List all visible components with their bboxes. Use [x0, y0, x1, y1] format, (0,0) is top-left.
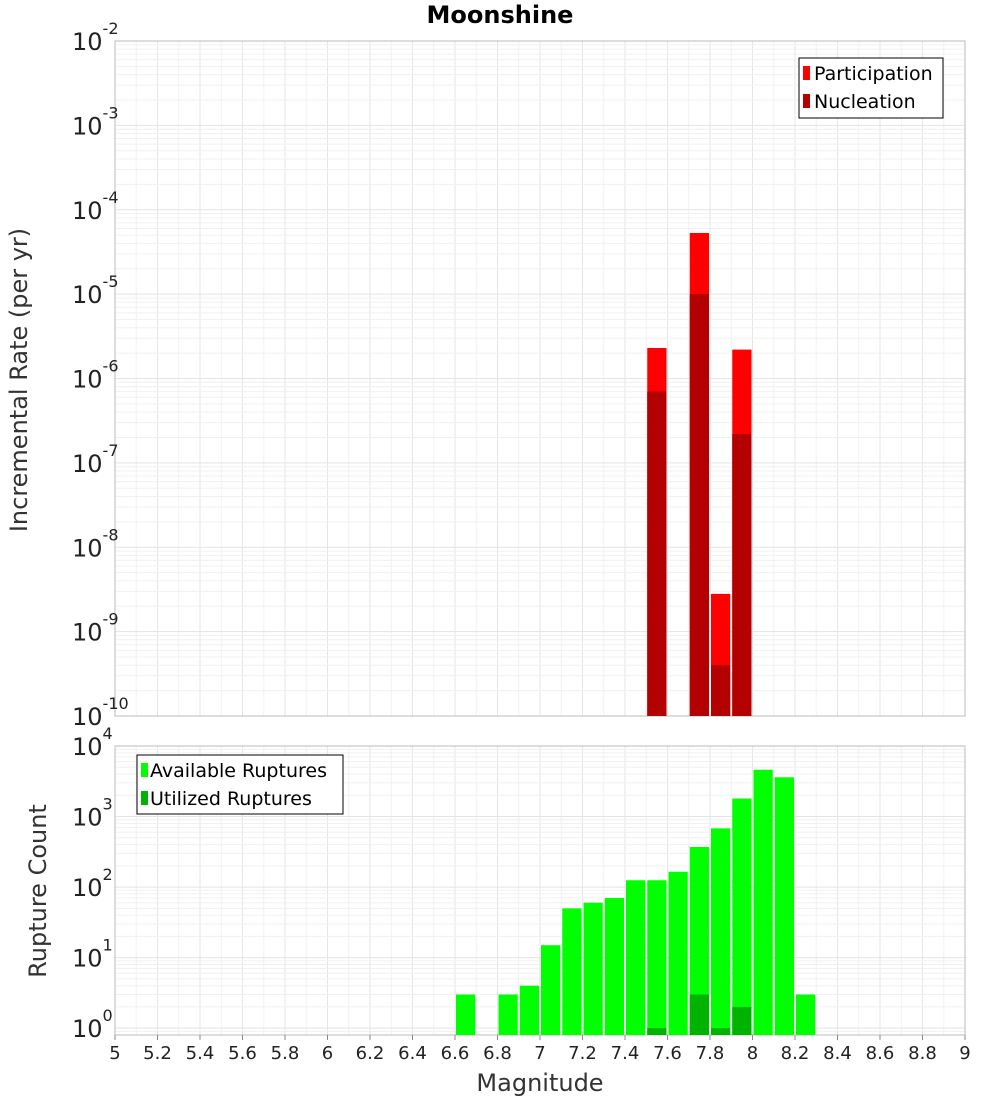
nucleation-bar [647, 391, 667, 716]
rate-y-tick-label: 10-4 [72, 188, 119, 225]
x-tick-label: 6.6 [441, 1043, 470, 1064]
available-ruptures-bar [668, 871, 688, 1035]
utilized-ruptures-bar [647, 1028, 667, 1035]
rate-legend-box [798, 57, 944, 119]
nucleation-bar [732, 433, 752, 716]
available-ruptures-bar [689, 847, 709, 1035]
count-bars [456, 769, 816, 1035]
available-ruptures-bar [774, 777, 794, 1035]
count-y-tick-label: 103 [72, 795, 113, 832]
nucleation-swatch [803, 94, 810, 108]
available-ruptures-bar [562, 908, 582, 1035]
rate-y-tick-label: 10-6 [72, 357, 119, 394]
rate-y-tick-label: 10-8 [72, 525, 119, 562]
count-y-axis-label: Rupture Count [24, 804, 52, 978]
x-tick-label: 9 [959, 1043, 970, 1064]
participation-swatch [803, 66, 810, 80]
utilized-ruptures-bar [732, 1006, 752, 1035]
available-ruptures-swatch [141, 763, 148, 777]
utilized-ruptures-bar [711, 1028, 731, 1035]
nucleation-legend-label: Nucleation [814, 91, 916, 113]
magnitude-x-axis-label: Magnitude [476, 1069, 603, 1097]
x-tick-label: 8 [747, 1043, 758, 1064]
available-ruptures-bar [647, 880, 667, 1035]
available-ruptures-bar [711, 828, 731, 1035]
participation-legend-label: Participation [814, 63, 933, 85]
rate-grid [114, 40, 966, 717]
available-ruptures-bar [541, 945, 561, 1035]
rate-legend: Participation Nucleation [798, 57, 944, 119]
available-ruptures-legend-label: Available Ruptures [150, 760, 327, 782]
x-tick-label: 8.4 [823, 1043, 852, 1064]
available-ruptures-bar [456, 994, 476, 1035]
count-legend: Available Ruptures Utilized Ruptures [136, 754, 344, 815]
utilized-ruptures-swatch [141, 791, 148, 805]
available-ruptures-bar [583, 902, 603, 1035]
x-tick-label: 7.2 [568, 1043, 597, 1064]
rate-y-tick-label: 10-10 [72, 694, 129, 731]
x-tick-label: 5 [109, 1043, 120, 1064]
x-tick-label: 6.8 [483, 1043, 512, 1064]
x-tick-label: 5.2 [143, 1043, 172, 1064]
count-legend-box [136, 754, 344, 815]
rate-y-tick-label: 10-7 [72, 441, 119, 478]
x-tick-label: 8.8 [908, 1043, 937, 1064]
rate-y-tick-label: 10-2 [72, 19, 119, 56]
x-tick-label: 6 [322, 1043, 333, 1064]
available-ruptures-bar [626, 880, 646, 1035]
rate-y-tick-label: 10-9 [72, 610, 119, 647]
available-ruptures-bar [732, 798, 752, 1035]
available-ruptures-bar [604, 898, 624, 1035]
x-tick-label: 5.4 [186, 1043, 215, 1064]
rate-y-tick-label: 10-5 [72, 272, 119, 309]
rate-y-tick-label: 10-3 [72, 103, 119, 140]
nucleation-bar [689, 294, 709, 716]
rate-y-axis-label: Incremental Rate (per yr) [5, 228, 33, 532]
rate-plot-area [114, 40, 966, 717]
rate-y-ticks: 10-10 10-9 10-8 10-7 10-6 10-5 10-4 10-3 10-2 [72, 19, 129, 731]
chart-title: Moonshine [427, 1, 574, 29]
x-tick-label: 6.4 [398, 1043, 427, 1064]
x-tick-label: 7.8 [696, 1043, 725, 1064]
x-tick-label: 8.2 [781, 1043, 810, 1064]
magnitude-x-ticks: 5 5.2 5.4 5.6 5.8 6 6.2 6.4 6.6 6.8 7 7.2 7.4 7.6 7.8 8… [109, 1035, 971, 1064]
nucleation-bar [711, 665, 731, 716]
x-tick-label: 5.6 [228, 1043, 257, 1064]
x-tick-label: 8.6 [866, 1043, 895, 1064]
available-ruptures-bar [498, 994, 518, 1035]
utilized-ruptures-legend-label: Utilized Ruptures [150, 788, 312, 810]
x-tick-label: 7.6 [653, 1043, 682, 1064]
x-tick-label: 5.8 [271, 1043, 300, 1064]
available-ruptures-bar [753, 769, 773, 1035]
x-tick-label: 6.2 [356, 1043, 385, 1064]
available-ruptures-bar [519, 985, 539, 1035]
count-y-tick-label: 100 [72, 1006, 113, 1043]
available-ruptures-bar [796, 994, 816, 1035]
utilized-ruptures-bar [689, 994, 709, 1035]
count-y-tick-label: 101 [72, 936, 113, 973]
x-tick-label: 7 [534, 1043, 545, 1064]
x-tick-label: 7.4 [611, 1043, 640, 1064]
count-y-tick-label: 102 [72, 865, 113, 902]
rate-bars [647, 233, 752, 716]
count-y-ticks: 100 101 102 103 104 [72, 724, 113, 1043]
count-y-tick-label: 104 [72, 724, 113, 761]
